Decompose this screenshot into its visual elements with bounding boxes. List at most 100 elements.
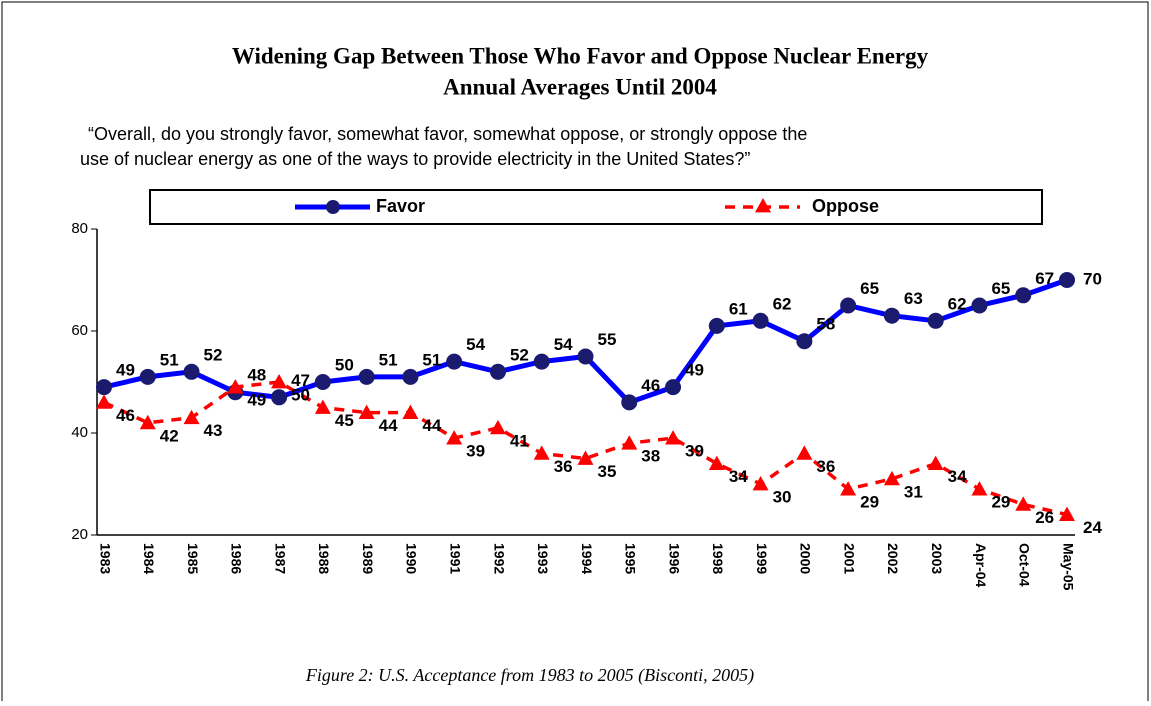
data-label: 54 — [554, 335, 573, 354]
marker — [883, 470, 900, 486]
question: “Overall, do you strongly favor, somewha… — [88, 124, 807, 144]
x-tick-label: 1999 — [754, 543, 770, 574]
marker — [489, 363, 506, 380]
data-label: 29 — [991, 493, 1010, 512]
data-label: 62 — [773, 294, 792, 313]
data-label: 48 — [247, 366, 266, 385]
marker — [139, 414, 156, 430]
marker — [183, 409, 200, 425]
legend-marker — [326, 200, 340, 214]
marker — [883, 307, 900, 324]
marker — [1015, 496, 1032, 511]
marker — [489, 419, 506, 435]
data-label: 45 — [335, 411, 354, 430]
x-tick-label: 1984 — [141, 543, 157, 574]
data-label: 46 — [116, 406, 135, 425]
data-label: 36 — [816, 457, 835, 476]
x-tick-label: Apr-04 — [973, 543, 989, 588]
marker — [840, 481, 857, 496]
marker — [446, 353, 463, 370]
data-label: 38 — [641, 447, 660, 466]
marker — [314, 374, 331, 390]
data-label: 39 — [685, 442, 704, 461]
x-tick-label: 1985 — [185, 543, 201, 574]
marker — [358, 404, 375, 419]
marker — [139, 368, 156, 385]
marker — [971, 297, 988, 314]
data-label: 51 — [422, 350, 441, 369]
x-tick-label: 1983 — [97, 543, 113, 574]
caption: Figure 2: U.S. Acceptance from 1983 to 2… — [305, 665, 754, 686]
marker — [1059, 272, 1075, 288]
data-label: 46 — [641, 376, 660, 395]
x-tick-label: 2003 — [929, 543, 945, 574]
marker — [796, 445, 813, 460]
data-label: 70 — [1083, 269, 1102, 288]
x-tick-label: 1987 — [272, 543, 288, 574]
data-label: 39 — [466, 442, 485, 461]
data-label: 50 — [291, 385, 310, 404]
data-label: 63 — [904, 289, 923, 308]
x-tick-label: 1998 — [710, 543, 726, 574]
data-label: 54 — [466, 335, 485, 354]
marker — [577, 348, 594, 365]
marker — [577, 450, 594, 465]
legend-box — [149, 189, 1043, 225]
x-tick-label: 2001 — [841, 543, 857, 574]
marker — [183, 363, 200, 380]
marker — [927, 455, 944, 470]
data-label: 42 — [160, 426, 179, 445]
marker — [752, 476, 769, 491]
data-label: 41 — [510, 431, 529, 450]
marker — [665, 379, 682, 396]
marker — [446, 430, 463, 445]
marker — [314, 399, 331, 414]
data-label: 52 — [510, 345, 529, 364]
data-label: 44 — [422, 416, 441, 435]
marker — [621, 435, 638, 450]
x-tick-label: 1992 — [491, 543, 507, 574]
x-tick-label: 1994 — [579, 543, 595, 574]
data-label: 43 — [204, 421, 223, 440]
data-label: 30 — [773, 487, 792, 506]
marker — [665, 430, 682, 445]
data-label: 29 — [860, 493, 879, 512]
data-label: 49 — [116, 361, 135, 380]
legend-label: Favor — [376, 196, 425, 216]
marker — [708, 317, 725, 334]
y-tick-label: 60 — [71, 322, 88, 339]
x-tick-label: Oct-04 — [1017, 543, 1033, 587]
marker — [1059, 506, 1075, 521]
data-label: 31 — [904, 482, 923, 501]
x-tick-label: 1989 — [360, 543, 376, 574]
data-label: 51 — [160, 350, 179, 369]
marker — [708, 455, 725, 470]
marker — [358, 368, 375, 385]
marker — [1015, 287, 1032, 304]
marker — [533, 353, 550, 370]
x-tick-label: 1990 — [404, 543, 420, 574]
marker — [796, 333, 813, 350]
data-label: 49 — [247, 391, 266, 410]
y-tick-label: 80 — [71, 220, 88, 237]
legend-marker — [755, 198, 771, 213]
chart-subtitle: Annual Averages Until 2004 — [443, 74, 717, 99]
data-label: 47 — [291, 371, 310, 390]
data-label: 44 — [379, 416, 398, 435]
question: use of nuclear energy as one of the ways… — [80, 149, 750, 169]
marker — [752, 312, 769, 329]
legend-label: Oppose — [812, 196, 879, 216]
data-label: 50 — [335, 355, 354, 374]
data-label: 49 — [685, 361, 704, 380]
data-label: 51 — [379, 350, 398, 369]
data-label: 34 — [729, 467, 748, 486]
data-label: 55 — [598, 330, 617, 349]
data-label: 24 — [1083, 518, 1102, 537]
data-label: 35 — [598, 462, 617, 481]
chart-title: Widening Gap Between Those Who Favor and… — [232, 43, 929, 68]
marker — [96, 379, 112, 396]
marker — [533, 445, 550, 460]
data-label: 61 — [729, 299, 748, 318]
x-tick-label: 2000 — [798, 543, 814, 574]
